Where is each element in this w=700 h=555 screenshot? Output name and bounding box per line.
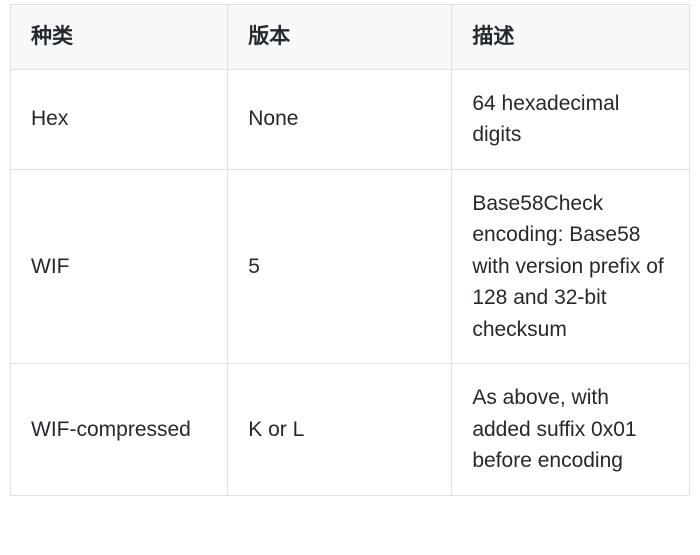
- cell-desc: As above, with added suffix 0x01 before …: [452, 364, 690, 496]
- cell-type: WIF-compressed: [11, 364, 228, 496]
- table-header-row: 种类 版本 描述: [11, 5, 690, 70]
- table-row: WIF 5 Base58Check encoding: Base58 with …: [11, 169, 690, 364]
- cell-version: K or L: [228, 364, 452, 496]
- cell-type: WIF: [11, 169, 228, 364]
- cell-desc: 64 hexadecimal digits: [452, 69, 690, 169]
- cell-type: Hex: [11, 69, 228, 169]
- col-header-desc: 描述: [452, 5, 690, 70]
- table-row: Hex None 64 hexadecimal digits: [11, 69, 690, 169]
- cell-version: None: [228, 69, 452, 169]
- cell-desc: Base58Check encoding: Base58 with versio…: [452, 169, 690, 364]
- table-row: WIF-compressed K or L As above, with add…: [11, 364, 690, 496]
- col-header-type: 种类: [11, 5, 228, 70]
- table-container: 种类 版本 描述 Hex None 64 hexadecimal digits …: [0, 0, 700, 555]
- key-formats-table: 种类 版本 描述 Hex None 64 hexadecimal digits …: [10, 4, 690, 496]
- col-header-version: 版本: [228, 5, 452, 70]
- cell-version: 5: [228, 169, 452, 364]
